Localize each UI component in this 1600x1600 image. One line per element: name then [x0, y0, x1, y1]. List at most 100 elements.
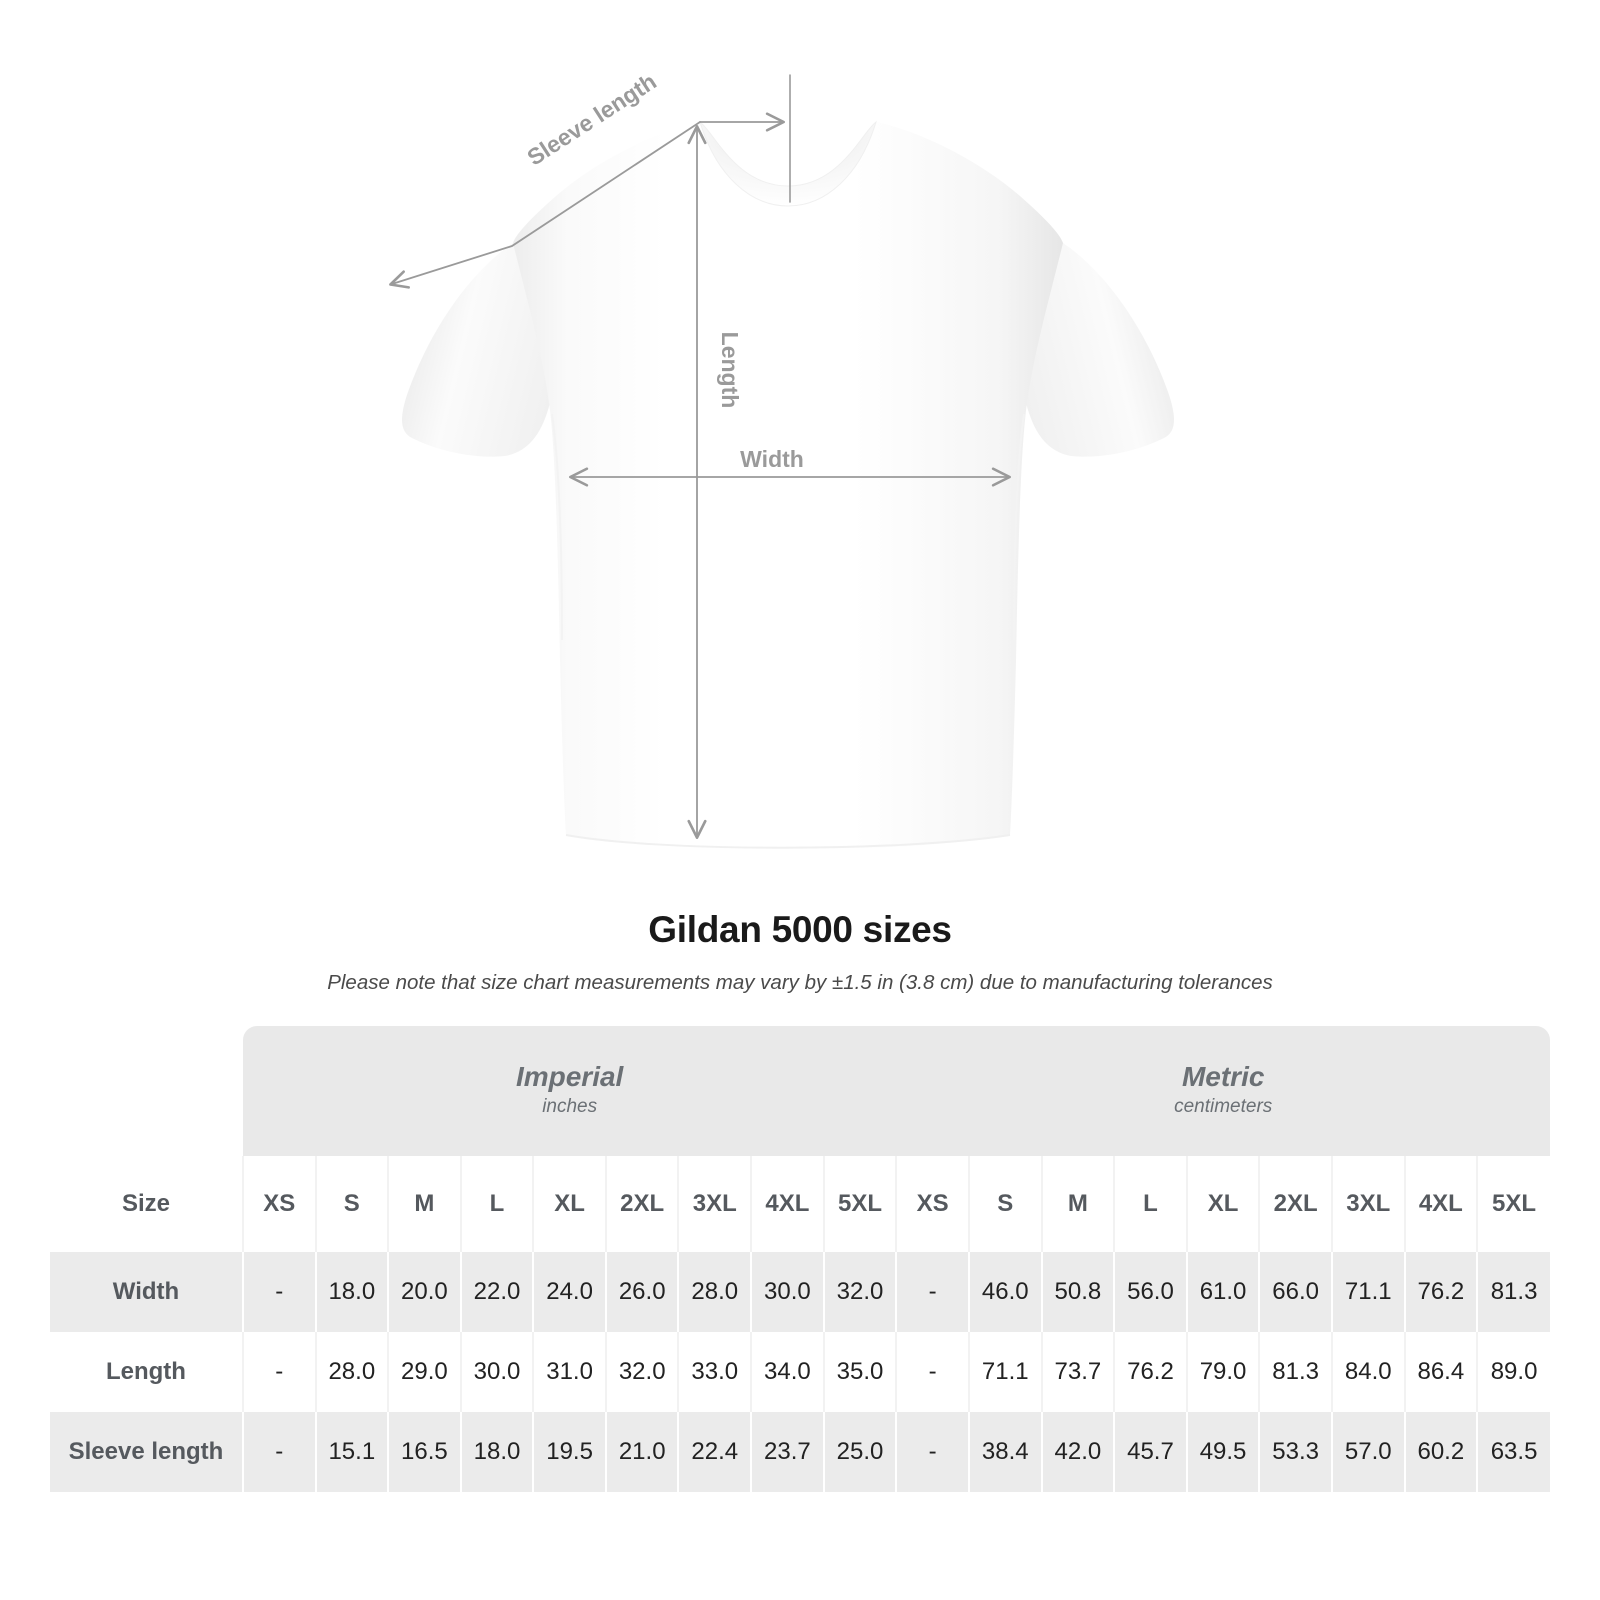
chart-heading: Gildan 5000 sizes Please note that size …	[0, 908, 1600, 997]
size-chart-table-wrap: Imperial inches Metric centimeters Size …	[50, 1026, 1550, 1492]
size-col-metric-5xl: 5XL	[1476, 1156, 1550, 1252]
cell-length-imperial-3xl: 33.0	[677, 1332, 752, 1412]
cell-width-imperial-xs: -	[241, 1252, 316, 1332]
cell-length-metric-m: 73.7	[1040, 1332, 1115, 1412]
size-col-imperial-xs: XS	[241, 1156, 316, 1252]
cell-width-metric-5xl: 81.3	[1476, 1252, 1550, 1332]
cell-length-metric-4xl: 86.4	[1403, 1332, 1478, 1412]
length-label: Length	[717, 332, 743, 409]
size-header-row: Size XS S M L XL 2XL 3XL 4XL 5XL XS S M …	[50, 1156, 1550, 1252]
unit-band-spacer	[50, 1026, 243, 1156]
cell-length-imperial-m: 29.0	[387, 1332, 461, 1412]
cell-width-metric-4xl: 76.2	[1403, 1252, 1478, 1332]
cell-width-imperial-l: 22.0	[459, 1252, 534, 1332]
size-col-metric-3xl: 3XL	[1330, 1156, 1405, 1252]
size-chart-table: Imperial inches Metric centimeters Size …	[50, 1026, 1550, 1492]
cell-length-imperial-s: 28.0	[314, 1332, 389, 1412]
cell-width-metric-3xl: 71.1	[1330, 1252, 1405, 1332]
cell-sleeve-imperial-s: 15.1	[314, 1412, 389, 1492]
unit-band-row: Imperial inches Metric centimeters	[50, 1026, 1550, 1156]
cell-sleeve-imperial-3xl: 22.4	[677, 1412, 752, 1492]
table-row: Sleeve length - 15.1 16.5 18.0 19.5 21.0…	[50, 1412, 1550, 1492]
cell-width-metric-xl: 61.0	[1185, 1252, 1260, 1332]
size-col-metric-l: L	[1113, 1156, 1187, 1252]
unit-imperial-sub: inches	[542, 1095, 598, 1117]
cell-sleeve-metric-xs: -	[895, 1412, 969, 1492]
tshirt-garment	[402, 120, 1174, 849]
size-col-metric-xs: XS	[895, 1156, 969, 1252]
cell-sleeve-metric-3xl: 57.0	[1330, 1412, 1405, 1492]
table-row: Length - 28.0 29.0 30.0 31.0 32.0 33.0 3…	[50, 1332, 1550, 1412]
cell-width-imperial-m: 20.0	[387, 1252, 461, 1332]
size-col-metric-2xl: 2XL	[1258, 1156, 1332, 1252]
cell-width-imperial-s: 18.0	[314, 1252, 389, 1332]
cell-width-imperial-5xl: 32.0	[822, 1252, 897, 1332]
cell-length-metric-5xl: 89.0	[1476, 1332, 1550, 1412]
size-col-imperial-l: L	[459, 1156, 534, 1252]
cell-sleeve-imperial-m: 16.5	[387, 1412, 461, 1492]
cell-length-metric-3xl: 84.0	[1330, 1332, 1405, 1412]
hem-fold	[565, 834, 1011, 849]
right-side-seam	[1013, 413, 1025, 641]
left-side-seam	[551, 413, 563, 641]
cell-sleeve-metric-xl: 49.5	[1185, 1412, 1260, 1492]
size-col-metric-m: M	[1040, 1156, 1115, 1252]
size-col-imperial-5xl: 5XL	[822, 1156, 897, 1252]
cell-length-metric-s: 71.1	[967, 1332, 1042, 1412]
cell-length-imperial-xs: -	[241, 1332, 316, 1412]
cell-sleeve-metric-4xl: 60.2	[1403, 1412, 1478, 1492]
cell-sleeve-metric-5xl: 63.5	[1476, 1412, 1550, 1492]
unit-metric-sub: centimeters	[1174, 1095, 1273, 1117]
cell-sleeve-imperial-2xl: 21.0	[604, 1412, 679, 1492]
cell-sleeve-imperial-l: 18.0	[459, 1412, 534, 1492]
sleeve-length-arrow	[389, 121, 701, 289]
size-col-imperial-2xl: 2XL	[604, 1156, 679, 1252]
table-row: Width - 18.0 20.0 22.0 24.0 26.0 28.0 30…	[50, 1252, 1550, 1332]
cell-length-metric-l: 76.2	[1113, 1332, 1187, 1412]
cell-length-imperial-l: 30.0	[459, 1332, 534, 1412]
cell-width-metric-2xl: 66.0	[1258, 1252, 1332, 1332]
row-label-length: Length	[50, 1332, 243, 1412]
cell-length-metric-xl: 79.0	[1185, 1332, 1260, 1412]
cell-width-imperial-3xl: 28.0	[677, 1252, 752, 1332]
cell-sleeve-imperial-xl: 19.5	[532, 1412, 606, 1492]
cell-length-metric-xs: -	[895, 1332, 969, 1412]
unit-imperial-name: Imperial	[515, 1060, 624, 1092]
size-col-metric-xl: XL	[1185, 1156, 1260, 1252]
width-label: Width	[740, 446, 804, 472]
cell-width-metric-m: 50.8	[1040, 1252, 1115, 1332]
cell-width-imperial-2xl: 26.0	[604, 1252, 679, 1332]
cell-sleeve-metric-l: 45.7	[1113, 1412, 1187, 1492]
cell-length-imperial-xl: 31.0	[532, 1332, 606, 1412]
size-col-imperial-4xl: 4XL	[750, 1156, 824, 1252]
size-col-imperial-s: S	[314, 1156, 389, 1252]
cell-sleeve-metric-2xl: 53.3	[1258, 1412, 1332, 1492]
tolerance-note: Please note that size chart measurements…	[327, 971, 1273, 995]
size-col-metric-4xl: 4XL	[1403, 1156, 1478, 1252]
size-header-label: Size	[50, 1156, 243, 1252]
row-label-sleeve-length: Sleeve length	[50, 1412, 243, 1492]
unit-metric-name: Metric	[1181, 1060, 1265, 1092]
row-label-width: Width	[50, 1252, 243, 1332]
tshirt-illustration: Sleeve length Length Width	[389, 68, 1174, 849]
cell-length-imperial-2xl: 32.0	[604, 1332, 679, 1412]
cell-sleeve-imperial-5xl: 25.0	[822, 1412, 897, 1492]
tshirt-svg: Sleeve length Length Width	[389, 68, 1174, 849]
shirt-body	[513, 122, 1063, 849]
cell-sleeve-imperial-4xl: 23.7	[750, 1412, 824, 1492]
size-col-metric-s: S	[967, 1156, 1042, 1252]
size-col-imperial-m: M	[387, 1156, 461, 1252]
cell-width-imperial-4xl: 30.0	[750, 1252, 824, 1332]
cell-sleeve-metric-m: 42.0	[1040, 1412, 1115, 1492]
page-title: Gildan 5000 sizes	[648, 909, 952, 950]
cell-width-metric-l: 56.0	[1113, 1252, 1187, 1332]
cell-width-metric-xs: -	[895, 1252, 969, 1332]
unit-group-metric: Metric centimeters	[896, 1026, 1550, 1156]
size-col-imperial-3xl: 3XL	[677, 1156, 752, 1252]
cell-length-imperial-4xl: 34.0	[750, 1332, 824, 1412]
unit-group-imperial: Imperial inches	[242, 1026, 897, 1156]
collar	[699, 120, 877, 207]
size-col-imperial-xl: XL	[532, 1156, 606, 1252]
cell-sleeve-metric-s: 38.4	[967, 1412, 1042, 1492]
sleeve-length-dimension	[389, 74, 791, 289]
